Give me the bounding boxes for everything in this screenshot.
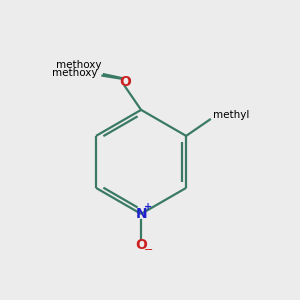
Text: methoxy: methoxy: [56, 60, 102, 70]
Text: N: N: [135, 207, 147, 221]
Text: methyl: methyl: [213, 110, 249, 120]
Text: O: O: [119, 75, 131, 88]
Text: O: O: [135, 238, 147, 252]
Text: methoxy: methoxy: [52, 68, 98, 78]
Text: +: +: [144, 202, 152, 212]
Text: −: −: [143, 245, 153, 255]
